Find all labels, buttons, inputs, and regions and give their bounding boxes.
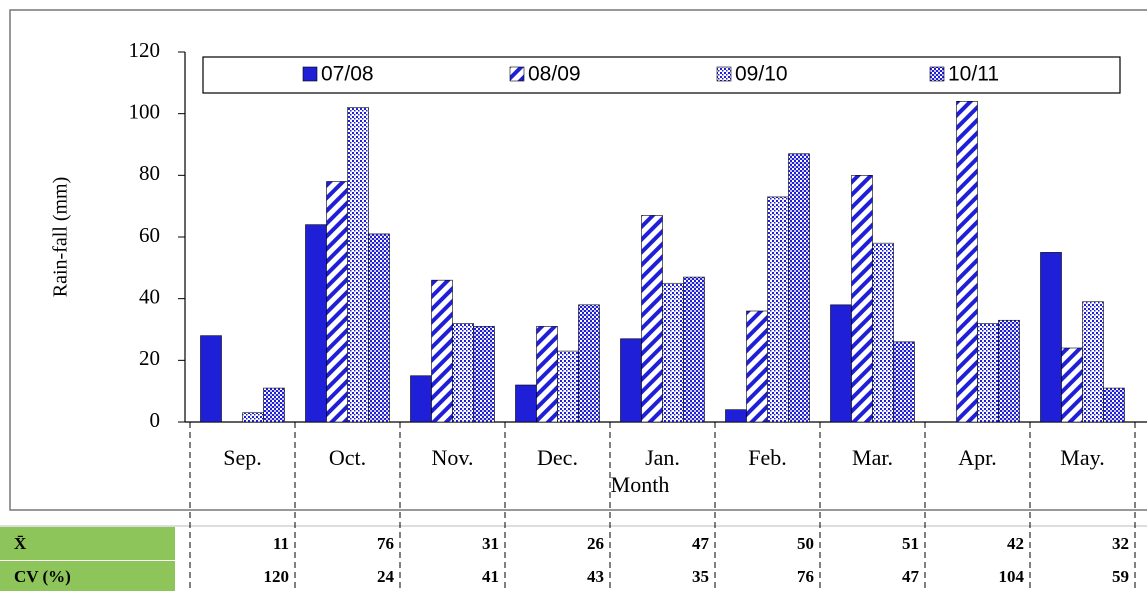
y-tick-label: 120: [129, 38, 161, 62]
table-cell: 11: [273, 534, 289, 553]
table-cell: 24: [377, 567, 395, 586]
legend-label: 07/08: [321, 63, 374, 86]
bar: [662, 282, 684, 423]
legend-label: 09/10: [735, 63, 788, 86]
y-tick-label: 20: [139, 346, 160, 370]
y-tick-label: 100: [129, 99, 161, 123]
bar: [872, 242, 894, 423]
legend-label: 08/09: [528, 63, 581, 86]
x-tick-label: Sep.: [223, 445, 262, 470]
table-cell: 47: [902, 567, 920, 586]
table-cell: 50: [797, 534, 814, 553]
bar: [998, 319, 1020, 423]
frame: [9, 9, 1147, 511]
y-tick-label: 40: [139, 284, 160, 308]
x-tick-label: Jan.: [645, 445, 680, 470]
table-cell: 120: [264, 567, 290, 586]
table-cell: 43: [587, 567, 604, 586]
bar: [683, 276, 705, 423]
x-tick-label: Oct.: [329, 445, 366, 470]
bar: [851, 175, 873, 423]
bar: [893, 341, 915, 423]
x-tick-label: Feb.: [748, 445, 787, 470]
legend-label: 10/11: [948, 63, 999, 86]
bar: [1040, 252, 1062, 423]
bar: [452, 323, 474, 423]
table-label-cell: [0, 527, 175, 560]
table-cell: 35: [692, 567, 709, 586]
table-cell: 47: [692, 534, 710, 553]
bar: [641, 215, 663, 423]
bar: [242, 412, 264, 423]
bar: [326, 181, 348, 423]
table-label-cell: [0, 561, 175, 591]
legend-swatch: [929, 66, 945, 82]
bar: [1061, 347, 1083, 423]
bar: [557, 350, 579, 423]
bar: [620, 338, 642, 423]
y-tick-label: 0: [150, 408, 161, 432]
x-tick-label: May.: [1060, 445, 1104, 470]
table-cell: 104: [999, 567, 1025, 586]
bar: [830, 304, 852, 423]
bar: [536, 326, 558, 423]
y-tick-label: 80: [139, 161, 160, 185]
bar: [410, 375, 432, 423]
y-tick-label: 60: [139, 223, 160, 247]
bar: [725, 409, 747, 423]
bar: [578, 304, 600, 423]
table-cell: 51: [902, 534, 919, 553]
bar: [956, 101, 978, 423]
bar: [347, 107, 369, 423]
bar: [200, 335, 222, 423]
x-tick-label: Nov.: [432, 445, 474, 470]
x-tick-label: Dec.: [537, 445, 578, 470]
bar: [263, 387, 285, 423]
y-axis-label: Rain-fall (mm): [50, 177, 72, 298]
table-cell: 26: [587, 534, 604, 553]
legend-swatch: [716, 66, 732, 82]
table-row-label: CV (%): [14, 567, 71, 586]
table-cell: 76: [797, 567, 814, 586]
bar: [305, 224, 327, 423]
bar: [473, 326, 495, 423]
bar: [431, 279, 453, 423]
legend-swatch: [302, 66, 318, 82]
table-cell: 59: [1112, 567, 1129, 586]
table-cell: 42: [1007, 534, 1024, 553]
table-cell: 32: [1112, 534, 1129, 553]
bar: [977, 323, 999, 423]
bar: [746, 310, 768, 423]
bar: [767, 196, 789, 423]
table-cell: 76: [377, 534, 394, 553]
legend-swatch: [509, 66, 525, 82]
x-tick-label: Apr.: [958, 445, 997, 470]
x-tick-label: Mar.: [852, 445, 893, 470]
table-cell: 31: [482, 534, 499, 553]
legend-box: [202, 56, 1121, 94]
bar: [788, 153, 810, 423]
table-row-label: X̄: [14, 534, 27, 553]
bar: [515, 384, 537, 423]
bar: [368, 233, 390, 423]
table-cell: 41: [482, 567, 499, 586]
x-axis-label: Month: [611, 472, 670, 497]
bar: [1082, 301, 1104, 423]
bar: [1103, 387, 1125, 423]
